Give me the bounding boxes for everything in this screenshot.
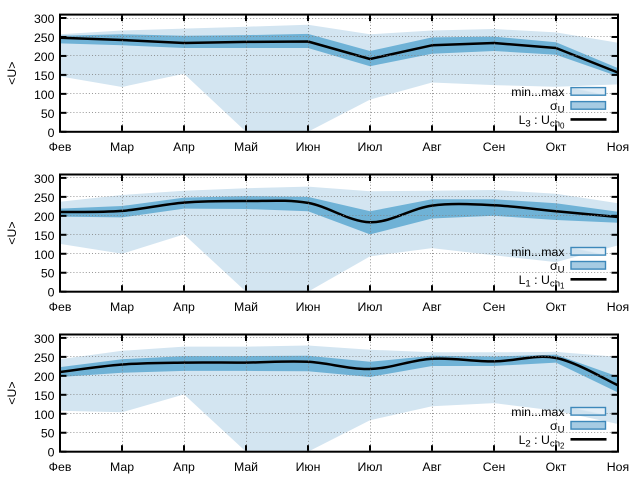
- svg-text:Сен: Сен: [483, 140, 506, 154]
- svg-text:Июл: Июл: [358, 460, 383, 474]
- svg-text:0: 0: [48, 446, 55, 460]
- svg-text:300: 300: [34, 172, 55, 186]
- svg-text:Май: Май: [234, 140, 258, 154]
- svg-text:L1 : Uch1: L1 : Uch1: [519, 273, 565, 291]
- svg-text:150: 150: [34, 229, 55, 243]
- svg-text:Ноя: Ноя: [607, 300, 629, 314]
- svg-text:Окт: Окт: [546, 300, 567, 314]
- svg-text:<U>: <U>: [5, 381, 19, 404]
- svg-text:Авг: Авг: [422, 460, 442, 474]
- svg-text:50: 50: [41, 267, 55, 281]
- svg-text:250: 250: [34, 351, 55, 365]
- svg-text:Мар: Мар: [110, 300, 134, 314]
- svg-text:Июн: Июн: [296, 140, 321, 154]
- svg-text:min...max: min...max: [511, 245, 565, 259]
- svg-text:Май: Май: [234, 300, 258, 314]
- svg-text:L2 : Uch2: L2 : Uch2: [519, 433, 565, 451]
- svg-text:100: 100: [34, 88, 55, 102]
- svg-text:0: 0: [48, 126, 55, 140]
- svg-text:<U>: <U>: [5, 221, 19, 244]
- svg-text:Июн: Июн: [296, 300, 321, 314]
- svg-text:150: 150: [34, 69, 55, 83]
- svg-text:Сен: Сен: [483, 300, 506, 314]
- svg-text:Июл: Июл: [358, 140, 383, 154]
- svg-text:Окт: Окт: [546, 140, 567, 154]
- svg-text:Ноя: Ноя: [607, 460, 629, 474]
- svg-text:Сен: Сен: [483, 460, 506, 474]
- svg-text:Авг: Авг: [422, 300, 442, 314]
- svg-text:150: 150: [34, 389, 55, 403]
- svg-text:min...max: min...max: [511, 405, 565, 419]
- svg-text:250: 250: [34, 191, 55, 205]
- svg-text:200: 200: [34, 50, 55, 64]
- svg-text:Июн: Июн: [296, 460, 321, 474]
- svg-text:300: 300: [34, 12, 55, 26]
- svg-text:50: 50: [41, 107, 55, 121]
- svg-text:100: 100: [34, 248, 55, 262]
- svg-text:Май: Май: [234, 460, 258, 474]
- svg-text:Фев: Фев: [49, 300, 72, 314]
- svg-text:Фев: Фев: [49, 140, 72, 154]
- svg-text:min...max: min...max: [511, 85, 565, 99]
- svg-text:Апр: Апр: [173, 140, 195, 154]
- svg-text:100: 100: [34, 408, 55, 422]
- svg-text:300: 300: [34, 332, 55, 346]
- svg-text:Окт: Окт: [546, 460, 567, 474]
- svg-text:50: 50: [41, 427, 55, 441]
- svg-text:200: 200: [34, 370, 55, 384]
- svg-text:250: 250: [34, 31, 55, 45]
- svg-text:Фев: Фев: [49, 460, 72, 474]
- svg-text:Апр: Апр: [173, 300, 195, 314]
- svg-text:Ноя: Ноя: [607, 140, 629, 154]
- svg-text:Июл: Июл: [358, 300, 383, 314]
- svg-text:<U>: <U>: [5, 62, 19, 85]
- svg-text:Апр: Апр: [173, 460, 195, 474]
- svg-text:Авг: Авг: [422, 140, 442, 154]
- svg-text:Мар: Мар: [110, 140, 134, 154]
- svg-text:Мар: Мар: [110, 460, 134, 474]
- svg-text:200: 200: [34, 210, 55, 224]
- svg-text:0: 0: [48, 286, 55, 300]
